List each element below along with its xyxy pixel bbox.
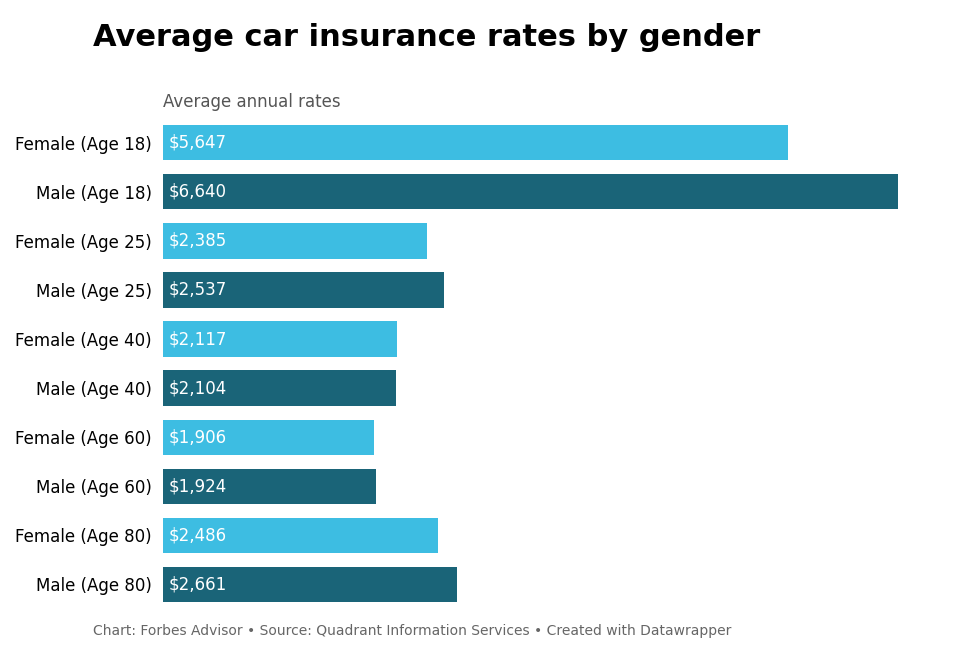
- Text: Average car insurance rates by gender: Average car insurance rates by gender: [93, 23, 760, 52]
- Bar: [163, 567, 457, 602]
- Text: $2,486: $2,486: [169, 526, 227, 544]
- Text: $2,385: $2,385: [169, 232, 227, 250]
- Text: $6,640: $6,640: [169, 183, 227, 201]
- Bar: [163, 272, 444, 307]
- Text: $2,661: $2,661: [169, 575, 227, 593]
- Text: $2,537: $2,537: [169, 281, 227, 299]
- Bar: [163, 419, 373, 455]
- Bar: [163, 174, 898, 209]
- Bar: [163, 125, 788, 161]
- Bar: [163, 321, 397, 357]
- Text: $1,906: $1,906: [169, 428, 227, 446]
- Text: $2,117: $2,117: [169, 330, 227, 348]
- Bar: [163, 469, 376, 504]
- Bar: [163, 370, 396, 406]
- Text: $5,647: $5,647: [169, 134, 227, 151]
- Text: $1,924: $1,924: [169, 477, 227, 495]
- Bar: [163, 517, 438, 553]
- Text: Chart: Forbes Advisor • Source: Quadrant Information Services • Created with Dat: Chart: Forbes Advisor • Source: Quadrant…: [93, 624, 731, 638]
- Bar: [163, 223, 427, 259]
- Text: Average annual rates: Average annual rates: [163, 93, 340, 111]
- Text: $2,104: $2,104: [169, 379, 227, 397]
